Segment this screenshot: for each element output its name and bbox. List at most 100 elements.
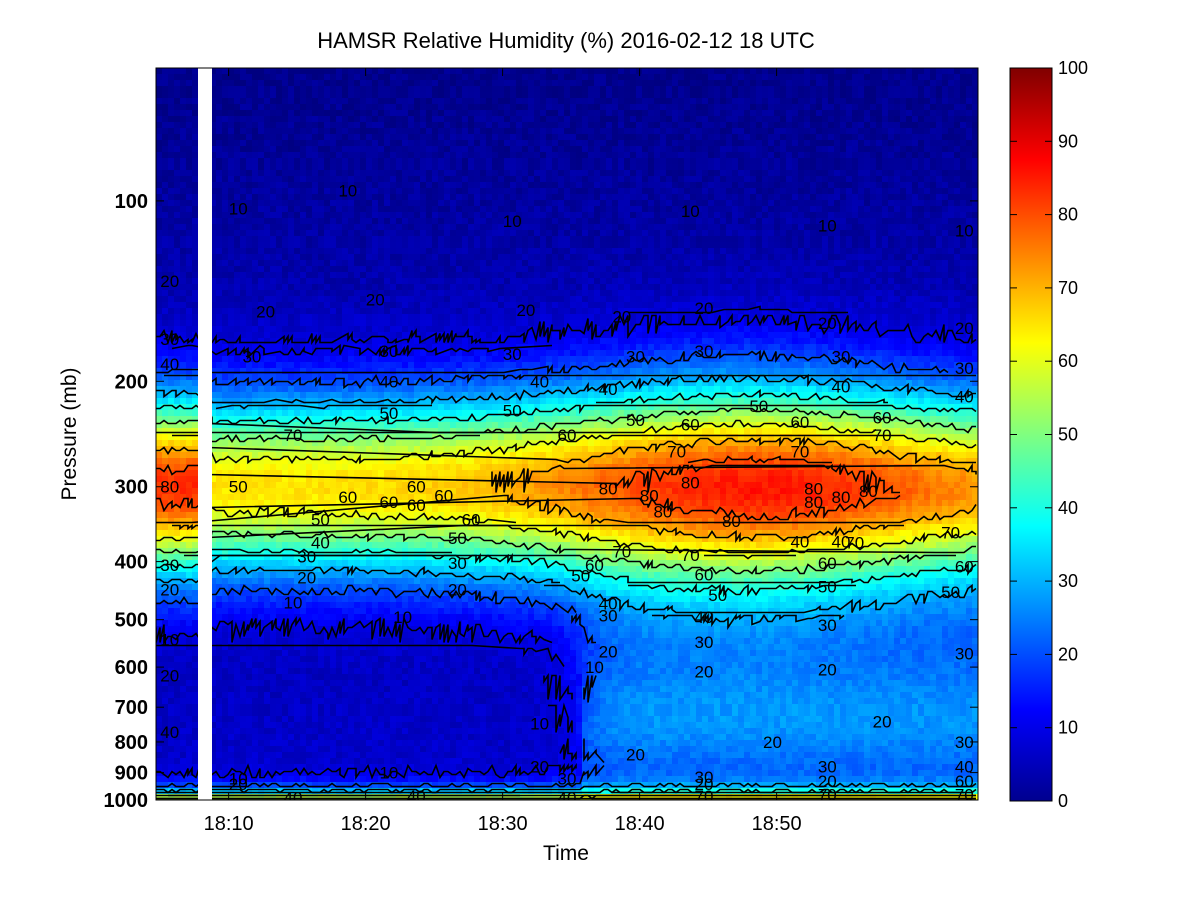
heatmap-cell (300, 590, 307, 597)
heatmap-cell (192, 674, 199, 681)
heatmap-cell (186, 794, 193, 800)
heatmap-cell (168, 506, 175, 513)
heatmap-cell (156, 140, 163, 147)
heatmap-cell (306, 98, 313, 105)
heatmap-cell (210, 368, 217, 375)
heatmap-cell (180, 572, 187, 579)
heatmap-cell (342, 470, 349, 477)
heatmap-cell (246, 248, 253, 255)
heatmap-cell (234, 272, 241, 279)
heatmap-cell (330, 176, 337, 183)
heatmap-cell (300, 182, 307, 189)
heatmap-cell (192, 140, 199, 147)
heatmap-cell (306, 194, 313, 201)
heatmap-cell (396, 608, 403, 615)
heatmap-cell (312, 392, 319, 399)
heatmap-cell (306, 254, 313, 261)
heatmap-cell (258, 488, 265, 495)
heatmap-cell (246, 578, 253, 585)
heatmap-cell (174, 302, 181, 309)
heatmap-cell (318, 560, 325, 567)
heatmap-cell (210, 158, 217, 165)
heatmap-cell (210, 188, 217, 195)
heatmap-cell (186, 176, 193, 183)
heatmap-cell (366, 254, 373, 261)
heatmap-cell (282, 218, 289, 225)
heatmap-cell (384, 332, 391, 339)
heatmap-cell (324, 620, 331, 627)
heatmap-cell (162, 482, 169, 489)
heatmap-cell (276, 704, 283, 711)
heatmap-cell (264, 362, 271, 369)
heatmap-cell (360, 308, 367, 315)
heatmap-cell (396, 494, 403, 501)
heatmap-cell (180, 590, 187, 597)
heatmap-cell (282, 212, 289, 219)
heatmap-cell (210, 182, 217, 189)
heatmap-cell (294, 170, 301, 177)
heatmap-cell (294, 116, 301, 123)
heatmap-cell (372, 344, 379, 351)
heatmap-cell (390, 458, 397, 465)
heatmap-cell (216, 692, 223, 699)
heatmap-cell (390, 722, 397, 729)
heatmap-cell (354, 488, 361, 495)
heatmap-cell (282, 170, 289, 177)
heatmap-cell (264, 794, 271, 800)
heatmap-cell (210, 422, 217, 429)
heatmap-cell (252, 500, 259, 507)
heatmap-cell (222, 242, 229, 249)
heatmap-cell (288, 68, 295, 75)
heatmap-cell (210, 788, 217, 795)
heatmap-cell (282, 278, 289, 285)
heatmap-cell (324, 614, 331, 621)
heatmap-cell (294, 164, 301, 171)
heatmap-cell (336, 680, 343, 687)
heatmap-cell (330, 698, 337, 705)
heatmap-cell (372, 326, 379, 333)
heatmap-cell (222, 146, 229, 153)
heatmap-cell (360, 74, 367, 81)
heatmap-cell (306, 632, 313, 639)
heatmap-cell (342, 734, 349, 741)
heatmap-cell (288, 692, 295, 699)
heatmap-cell (378, 374, 385, 381)
heatmap-cell (342, 140, 349, 147)
heatmap-cell (240, 440, 247, 447)
heatmap-cell (156, 536, 163, 543)
heatmap-cell (348, 458, 355, 465)
heatmap-cell (318, 164, 325, 171)
heatmap-cell (246, 386, 253, 393)
heatmap-cell (264, 740, 271, 747)
heatmap-cell (228, 302, 235, 309)
heatmap-cell (300, 656, 307, 663)
heatmap-cell (390, 782, 397, 789)
heatmap-cell (384, 716, 391, 723)
heatmap-cell (168, 356, 175, 363)
heatmap-cell (294, 584, 301, 591)
heatmap-cell (234, 704, 241, 711)
heatmap-cell (174, 566, 181, 573)
heatmap-cell (396, 230, 403, 237)
heatmap-cell (324, 752, 331, 759)
heatmap-cell (348, 368, 355, 375)
heatmap-cell (222, 602, 229, 609)
heatmap-cell (180, 308, 187, 315)
heatmap-cell (270, 740, 277, 747)
heatmap-cell (396, 692, 403, 699)
heatmap-cell (300, 140, 307, 147)
heatmap-cell (258, 500, 265, 507)
heatmap-cell (234, 218, 241, 225)
heatmap-cell (366, 770, 373, 777)
heatmap-cell (360, 350, 367, 357)
heatmap-cell (372, 218, 379, 225)
heatmap-cell (186, 602, 193, 609)
heatmap-cell (192, 134, 199, 141)
heatmap-cell (270, 566, 277, 573)
heatmap-cell (180, 434, 187, 441)
heatmap-cell (180, 80, 187, 87)
heatmap-cell (222, 416, 229, 423)
heatmap-cell (162, 104, 169, 111)
heatmap-cell (276, 314, 283, 321)
heatmap-cell (384, 158, 391, 165)
